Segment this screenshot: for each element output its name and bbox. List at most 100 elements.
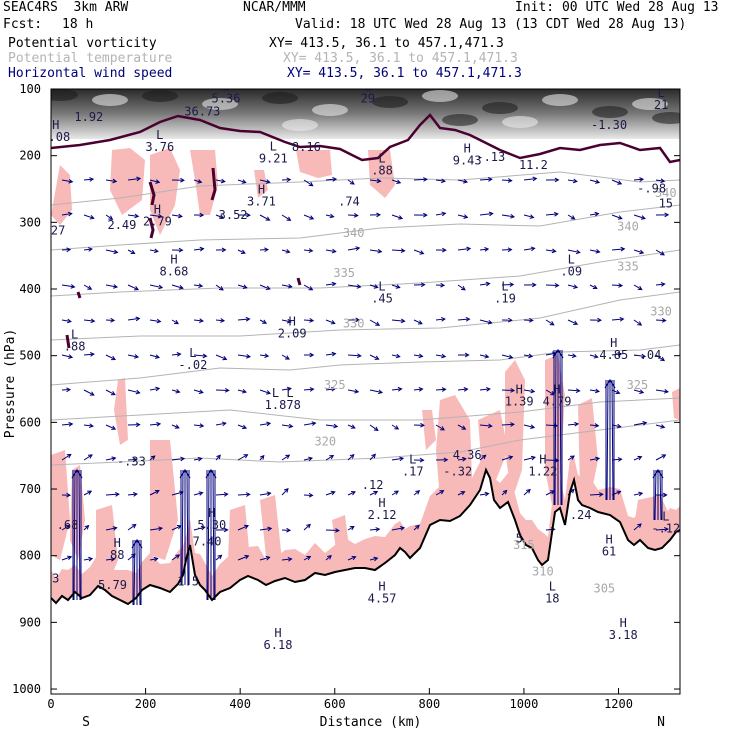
wind-arrow xyxy=(501,422,515,427)
stratosphere-texture xyxy=(262,92,298,104)
extremum-mark: L xyxy=(222,79,229,93)
wind-arrow xyxy=(567,319,579,325)
wind-arrow xyxy=(303,214,315,220)
wind-speed-shading xyxy=(260,495,282,575)
wind-arrow xyxy=(523,424,536,429)
wind-arrow xyxy=(303,523,311,531)
wind-speed-shading xyxy=(505,360,525,500)
wind-arrow xyxy=(523,388,536,394)
wind-arrow xyxy=(633,455,643,461)
stratosphere-texture xyxy=(372,96,408,108)
wind-arrow xyxy=(589,423,600,428)
y-tick-label: 300 xyxy=(19,215,41,229)
wind-arrow xyxy=(413,387,424,392)
y-tick-label: 900 xyxy=(19,615,41,629)
extremum-value: -.98 xyxy=(637,181,666,195)
wind-arrow xyxy=(611,389,621,395)
y-tick-label: 500 xyxy=(19,349,41,363)
endpoint-label-south: S xyxy=(82,715,90,730)
wind-arrow xyxy=(127,457,138,463)
wind-arrow xyxy=(325,248,337,254)
extremum-mark: H xyxy=(114,536,121,550)
extremum-value: 1.878 xyxy=(265,398,301,412)
wind-arrow xyxy=(457,424,467,430)
wind-arrow xyxy=(193,179,203,184)
wind-arrow xyxy=(237,316,251,322)
wind-arrow xyxy=(325,528,340,533)
center-label: NCAR/MMM xyxy=(243,0,306,15)
wind-arrow xyxy=(413,249,425,255)
isentrope-line xyxy=(51,171,680,206)
wind-arrow xyxy=(127,316,141,322)
wind-arrow xyxy=(127,422,141,428)
wind-arrow xyxy=(501,388,516,393)
wind-arrow xyxy=(457,246,472,252)
wind-arrow xyxy=(567,249,581,255)
extremum-mark: H xyxy=(605,533,612,547)
stratosphere-texture xyxy=(632,98,668,110)
isentrope-line xyxy=(51,419,680,466)
wind-arrow xyxy=(435,211,447,217)
wind-arrow xyxy=(237,249,246,254)
wind-arrow xyxy=(501,354,514,360)
wind-arrow xyxy=(611,316,625,322)
wind-arrow xyxy=(149,526,164,532)
isentrope-line xyxy=(51,291,680,341)
updraft-arrow-bundle xyxy=(131,538,143,606)
wind-arrow xyxy=(83,423,94,429)
wind-arrow xyxy=(171,213,183,219)
wind-arrow xyxy=(303,318,315,323)
isentrope-label: 340 xyxy=(655,186,677,200)
wind-arrow xyxy=(391,353,401,359)
extremum-mark: L xyxy=(364,79,371,93)
extremum-value: 9.21 xyxy=(259,151,288,165)
wind-arrow xyxy=(479,247,490,252)
extremum-value: 29 xyxy=(361,91,375,105)
wind-arrow xyxy=(369,319,381,326)
isentrope-label: 335 xyxy=(333,266,355,280)
wind-arrow xyxy=(127,523,137,531)
wind-arrow xyxy=(589,249,601,254)
wind-arrow xyxy=(83,454,93,461)
wind-arrow xyxy=(413,177,428,182)
wind-arrow xyxy=(281,354,290,360)
wind-arrow xyxy=(479,423,493,429)
extremum-value: .09 xyxy=(560,265,582,279)
wind-arrow xyxy=(391,424,400,430)
wind-arrow xyxy=(281,214,292,221)
stratosphere-texture xyxy=(482,102,518,114)
extremum-value: 5.30 xyxy=(197,518,226,532)
y-tick-label: 700 xyxy=(19,482,41,496)
wind-arrow xyxy=(611,214,623,220)
updraft-arrow-bundle xyxy=(604,378,616,501)
wind-arrow xyxy=(193,456,203,462)
wind-speed-shading xyxy=(51,450,70,560)
extremum-value: -.04 xyxy=(632,348,661,362)
isentrope-label: 320 xyxy=(314,435,336,449)
updraft-arrow-bundle xyxy=(205,468,217,601)
extremum-value: 3.71 xyxy=(247,195,276,209)
extremum-value: 7.40 xyxy=(193,535,222,549)
wind-arrow xyxy=(391,284,401,289)
wind-arrow xyxy=(633,353,647,359)
wind-arrow xyxy=(633,249,645,255)
extremum-value: 8.16 xyxy=(292,140,321,154)
stratosphere-texture xyxy=(51,89,78,101)
wind-arrow xyxy=(479,353,490,359)
extremum-mark: H xyxy=(464,141,471,155)
wind-arrow xyxy=(435,490,445,496)
wind-arrow xyxy=(149,421,162,427)
endpoint-label-north: N xyxy=(657,715,665,730)
wind-arrow xyxy=(457,456,467,462)
wind-arrow xyxy=(501,489,508,496)
wind-arrow xyxy=(193,491,204,496)
wind-arrow xyxy=(281,454,291,461)
wind-arrow xyxy=(391,526,406,531)
stratosphere-texture xyxy=(502,116,538,128)
extremum-value: 11.2 xyxy=(519,158,548,172)
isentrope-label: 325 xyxy=(627,378,649,392)
wind-arrow xyxy=(61,421,74,427)
x-tick-label: 600 xyxy=(324,697,346,711)
terrain-outline xyxy=(51,467,680,606)
wind-arrow xyxy=(589,179,601,184)
